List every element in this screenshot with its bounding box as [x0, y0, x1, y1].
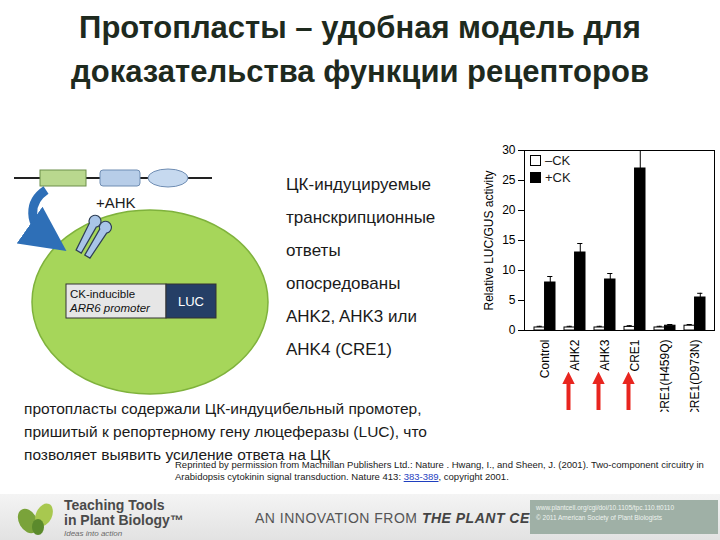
- svg-text:20: 20: [502, 203, 516, 217]
- svg-text:15: 15: [502, 233, 516, 247]
- html-text:пришитый к репортерному гену л: пришитый к репортерному гену люцеферазы …: [24, 423, 427, 440]
- html-text:AHK2, AHK3 или: AHK2, AHK3 или: [286, 307, 417, 326]
- svg-text:Control: Control: [538, 340, 552, 379]
- html-text:транскрипционные: транскрипционные: [286, 208, 436, 227]
- svg-text:+AHK: +AHK: [96, 194, 136, 211]
- svg-text:30: 30: [502, 143, 516, 157]
- html-text:ответы: ответы: [286, 241, 341, 260]
- svg-text:5: 5: [509, 293, 516, 307]
- svg-text:10: 10: [502, 263, 516, 277]
- svg-text:CK-inducible: CK-inducible: [70, 288, 135, 300]
- svg-text:CRE1: CRE1: [628, 339, 642, 371]
- html-text:–CK: –CK: [545, 153, 571, 168]
- html-text:+CK: +CK: [545, 170, 571, 185]
- svg-text:AHK2: AHK2: [568, 339, 582, 371]
- html-text:доказательства функции рецепто: доказательства функции рецепторов: [71, 54, 649, 89]
- html-text:Reprinted by permission from M: Reprinted by permission from Macmillan P…: [175, 459, 704, 482]
- html-text:in Plant Biology™: in Plant Biology™: [64, 512, 184, 528]
- svg-text:CRE1(H459Q): CRE1(H459Q): [658, 340, 672, 413]
- svg-text:0: 0: [509, 323, 516, 337]
- html-text:ЦК-индуцируемые: ЦК-индуцируемые: [286, 175, 432, 194]
- svg-text:ARR6 promoter: ARR6 promoter: [69, 302, 151, 314]
- html-text:© 2011 American Society of Pla: © 2011 American Society of Plant Biologi…: [536, 514, 663, 521]
- svg-text:LUC: LUC: [178, 294, 204, 309]
- svg-text:AHK3: AHK3: [598, 339, 612, 371]
- html-text:www.plantcell.org/cgi/doi/10.1: www.plantcell.org/cgi/doi/10.1105/tpc.11…: [536, 504, 674, 511]
- html-text:позволяет выявить усиление отв: позволяет выявить усиление ответа на ЦК: [24, 446, 331, 463]
- html-text:опосредованы: опосредованы: [286, 274, 401, 293]
- svg-text:25: 25: [502, 173, 516, 187]
- html-text:AHK4 (CRE1): AHK4 (CRE1): [286, 340, 392, 359]
- svg-text:Relative LUC/GUS activity: Relative LUC/GUS activity: [482, 170, 496, 310]
- html-text:Teaching Tools: Teaching Tools: [64, 497, 165, 513]
- svg-text:CRE1(D973N): CRE1(D973N): [688, 340, 702, 413]
- html-text:протопласты содержали ЦК-индуц: протопласты содержали ЦК-индуцибельный п…: [24, 400, 422, 417]
- html-text:AN INNOVATION FROM THE PLANT C: AN INNOVATION FROM THE PLANT CELL: [255, 510, 548, 526]
- html-text:Ideas into action: Ideas into action: [64, 529, 123, 538]
- html-text:Протопласты – удобная модель д: Протопласты – удобная модель для: [79, 10, 641, 45]
